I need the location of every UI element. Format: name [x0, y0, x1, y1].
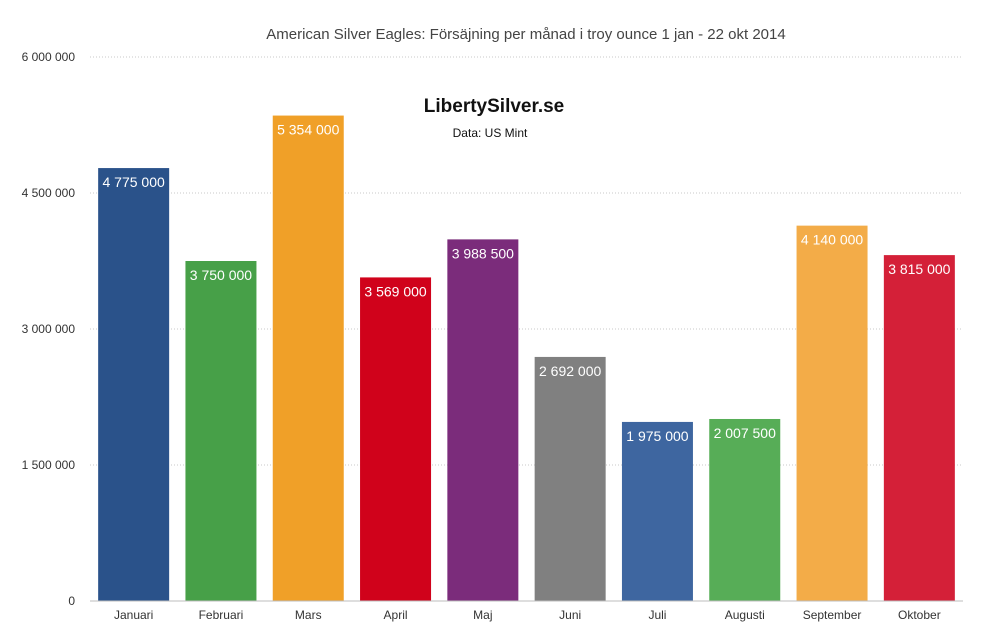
x-tick-label: Januari: [114, 608, 153, 622]
bars: [98, 115, 955, 602]
y-tick-label: 1 500 000: [22, 458, 76, 472]
bar-augusti: [709, 418, 781, 601]
data-label: 3 988 500: [452, 245, 514, 261]
y-tick-label: 0: [68, 594, 75, 608]
bar-maj: [447, 239, 519, 601]
bar-januari: [98, 168, 170, 602]
data-label: 4 775 000: [103, 174, 165, 190]
y-axis-ticks: 0 1 500 000 3 000 000 4 500 000 6 000 000: [22, 50, 76, 608]
x-tick-label: Juni: [559, 608, 581, 622]
data-label: 3 815 000: [888, 261, 950, 277]
bar-september: [796, 225, 868, 601]
x-tick-label: April: [384, 608, 408, 622]
x-tick-label: September: [803, 608, 862, 622]
bar-april: [360, 277, 432, 601]
x-tick-label: Februari: [199, 608, 244, 622]
x-tick-label: Augusti: [725, 608, 765, 622]
data-label: 5 354 000: [277, 122, 339, 138]
bar-juli: [621, 421, 693, 601]
data-label: 3 569 000: [364, 283, 426, 299]
x-tick-label: Juli: [648, 608, 666, 622]
brand-label: LibertySilver.se: [424, 96, 564, 117]
x-axis-ticks: Januari Februari Mars April Maj Juni Juli Augus…: [114, 608, 941, 622]
chart-title: American Silver Eagles: Försäjning per m…: [266, 26, 785, 43]
data-labels: 4 775 000 3 750 000 5 354 000 3 569 000 3 98…: [103, 122, 951, 444]
data-label: 2 692 000: [539, 363, 601, 379]
data-label: 3 750 000: [190, 267, 252, 283]
bar-mars: [272, 115, 344, 601]
y-tick-label: 3 000 000: [22, 322, 76, 336]
bar-februari: [185, 261, 257, 601]
y-tick-label: 6 000 000: [22, 50, 76, 64]
x-tick-label: Mars: [295, 608, 322, 622]
y-tick-label: 4 500 000: [22, 186, 76, 200]
x-tick-label: Maj: [473, 608, 492, 622]
x-tick-label: Oktober: [898, 608, 941, 622]
bar-oktober: [883, 255, 955, 601]
bar-juni: [534, 356, 606, 601]
data-label: 1 975 000: [626, 428, 688, 444]
source-label: Data: US Mint: [453, 126, 528, 140]
data-label: 4 140 000: [801, 232, 863, 248]
data-label: 2 007 500: [714, 425, 776, 441]
